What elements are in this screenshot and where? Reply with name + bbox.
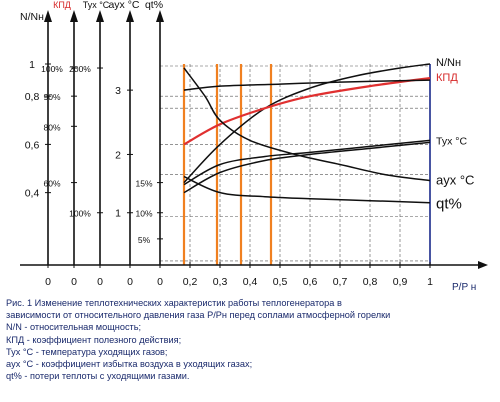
x-axis-arrow (478, 261, 488, 269)
y-axis-title: ayx °С (108, 0, 139, 11)
caption-line: КПД - коэффициент полезного действия; (6, 334, 182, 345)
chart: 0 0 0 0 0 0,2 0,3 0,4 0,5 0,6 0,7 0,8 0,9 1 P/P н N/Nн 1… (20, 0, 488, 293)
y-tick-label: 100% (41, 64, 63, 74)
y-axis-title: Тух °С (83, 0, 110, 10)
y-tick-label: 200% (69, 64, 91, 74)
series-unlabeled-lower (183, 141, 431, 194)
series-ayx (183, 67, 431, 182)
x-tick-label: 0 (157, 276, 163, 288)
series-tux (183, 139, 431, 186)
y-tick-label: 1 (115, 208, 121, 220)
y-tick-label: 0,6 (25, 139, 40, 151)
y-tick-label: 100% (69, 209, 91, 219)
y-tick-label: 60% (43, 179, 60, 189)
y-tick-label: 80% (43, 122, 60, 132)
y-axis-title: КПД (53, 0, 71, 10)
caption-line: Тух °С - температура уходящих газов; (6, 346, 168, 357)
y-axis-arrow (156, 10, 164, 22)
y-tick-label: 0,8 (25, 91, 40, 103)
x-tick-label: 0 (97, 276, 103, 288)
series-label: qt% (436, 196, 462, 213)
x-tick-label: 1 (427, 276, 433, 288)
y-tick-label: 3 (115, 85, 121, 97)
x-tick-label: 0,9 (393, 276, 408, 288)
x-tick-label: 0,4 (243, 276, 258, 288)
y-tick-label: 2 (115, 149, 121, 161)
caption-line: N/N - относительная мощность; (6, 322, 142, 333)
series-label: ayx °С (436, 173, 474, 188)
caption-line: зависимости от относительного давления г… (6, 310, 391, 321)
caption-line: qt% - потери теплоты с уходящими газами. (6, 371, 190, 382)
y-tick-label: 15% (135, 179, 152, 189)
y-axis-arrow (44, 10, 52, 22)
y-tick-label: 10% (135, 209, 152, 219)
series-qt (183, 175, 431, 204)
y-axis-title: N/Nн (20, 11, 44, 23)
x-tick-label: 0 (45, 276, 51, 288)
caption-line: aух °С - коэффициент избытка воздуха в у… (6, 359, 253, 370)
x-tick-label: 0,8 (363, 276, 378, 288)
caption-line: Рис. 1 Изменение теплотехнических характ… (6, 298, 342, 308)
y-tick-label: 0,4 (25, 188, 40, 200)
series-kpd (183, 77, 431, 146)
y-tick-label: 5% (138, 235, 151, 245)
y-tick-label: 1 (29, 59, 35, 71)
series-unlabeled-upper (183, 79, 431, 91)
x-tick-label: 0 (71, 276, 77, 288)
x-tick-label: 0,5 (273, 276, 288, 288)
series-n-nn (183, 63, 431, 184)
y-axis-arrow (70, 10, 78, 22)
x-tick-label: 0,2 (183, 276, 198, 288)
x-tick-label: 0 (127, 276, 133, 288)
x-axis-title: P/P н (452, 282, 476, 293)
y-tick-label: 90% (43, 92, 60, 102)
y-axis-arrow (96, 10, 104, 22)
x-tick-label: 0,3 (213, 276, 228, 288)
series-label: N/Nн (436, 57, 461, 69)
figure-caption: Рис. 1 Изменение теплотехнических характ… (6, 297, 496, 382)
y-axis-arrow (126, 10, 134, 22)
series-label: КПД (436, 72, 458, 84)
x-tick-label: 0,7 (333, 276, 348, 288)
series-label: Тух °С (436, 135, 467, 147)
x-tick-label: 0,6 (303, 276, 318, 288)
y-axis-title: qt% (145, 0, 163, 11)
